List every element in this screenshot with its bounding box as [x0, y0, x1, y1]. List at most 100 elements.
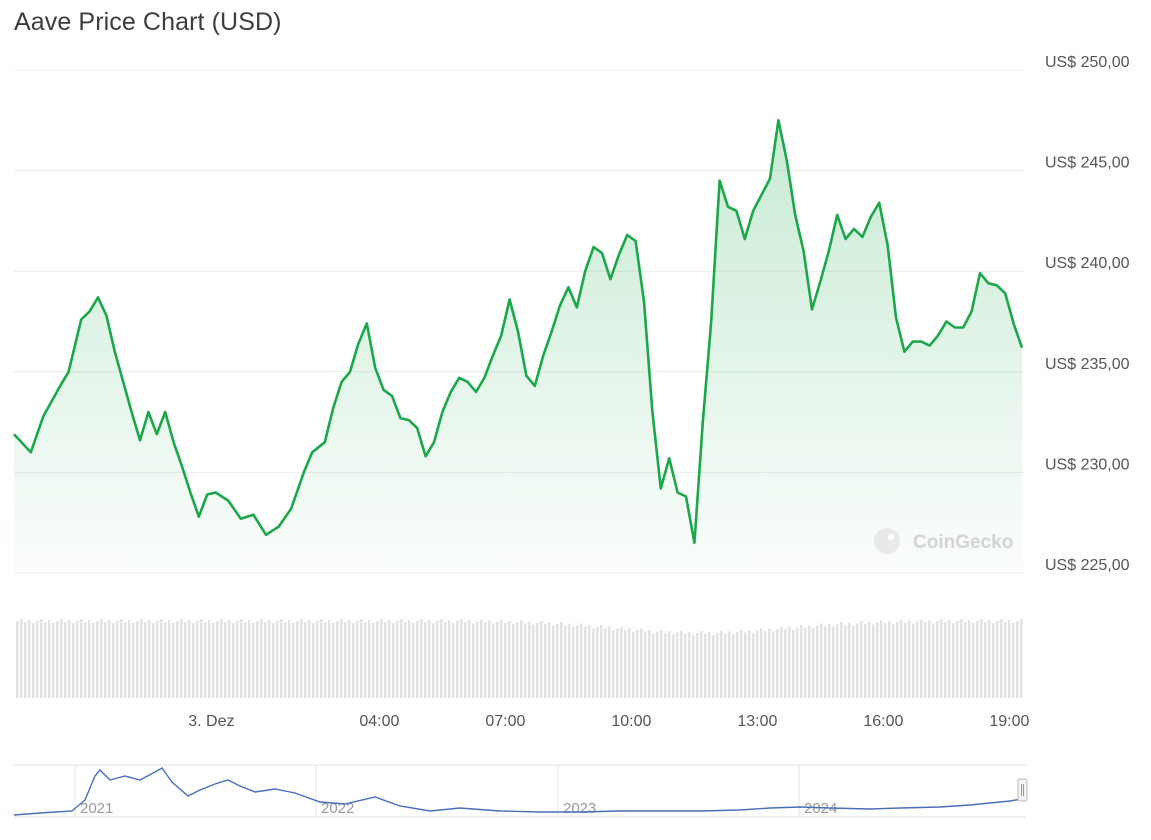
volume-bar — [908, 620, 911, 698]
volume-bar — [680, 630, 683, 698]
volume-bar — [360, 619, 363, 698]
volume-bar — [212, 623, 215, 698]
price-line[interactable] — [13, 119, 1024, 545]
volume-bar — [500, 619, 503, 698]
volume-bar — [36, 621, 39, 698]
volume-bar — [236, 621, 239, 698]
volume-bar — [532, 624, 535, 698]
volume-bar — [480, 619, 483, 698]
volume-bar — [852, 625, 855, 698]
volume-bar — [772, 631, 775, 698]
y-tick-label: US$ 245,00 — [1045, 155, 1130, 172]
volume-bar — [272, 623, 275, 698]
volume-bar — [396, 621, 399, 698]
volume-bar — [796, 627, 799, 698]
volume-bar — [264, 622, 267, 698]
volume-bar — [60, 619, 63, 698]
volume-bar — [344, 622, 347, 698]
volume-bar — [732, 634, 735, 698]
volume-bar — [364, 622, 367, 698]
volume-bar — [292, 623, 295, 698]
volume-bar — [144, 622, 147, 698]
volume-bar — [200, 619, 203, 698]
volume-bar — [584, 626, 587, 698]
volume-bar — [348, 620, 351, 698]
volume-bar — [340, 619, 343, 698]
x-tick-label: 07:00 — [485, 713, 525, 730]
volume-bar — [932, 623, 935, 698]
range-navigator[interactable]: 2021 2022 2023 2024 — [13, 764, 1028, 818]
volume-bar — [76, 621, 79, 698]
volume-bar — [664, 632, 667, 698]
volume-bar — [720, 630, 723, 698]
volume-bar — [156, 621, 159, 698]
y-tick-label: US$ 235,00 — [1045, 356, 1130, 373]
volume-bar — [304, 622, 307, 698]
volume-bar — [448, 620, 451, 698]
navigator-handle[interactable] — [1017, 778, 1028, 802]
volume-bar — [320, 619, 323, 698]
volume-bar — [440, 619, 443, 698]
volume-bar — [444, 622, 447, 698]
x-tick-label: 19:00 — [989, 713, 1029, 730]
volume-bar — [660, 629, 663, 698]
volume-bar — [808, 625, 811, 698]
x-tick-label: 04:00 — [359, 713, 399, 730]
volume-bar — [512, 624, 515, 698]
volume-bar — [756, 630, 759, 698]
volume-bar — [728, 631, 731, 698]
volume-bar — [508, 620, 511, 698]
volume-bar — [600, 625, 603, 698]
volume-bar — [164, 622, 167, 698]
volume-bar — [104, 622, 107, 698]
volume-bar — [436, 621, 439, 698]
volume-bar — [52, 623, 55, 698]
volume-bar — [220, 619, 223, 698]
volume-bar — [560, 622, 563, 698]
volume-bar — [992, 623, 995, 698]
x-tick-label: 10:00 — [611, 713, 651, 730]
volume-bar — [68, 620, 71, 698]
volume-bar — [472, 623, 475, 698]
volume-bar — [256, 621, 259, 698]
navigator-year-label: 2024 — [804, 800, 837, 817]
volume-bar — [556, 623, 559, 698]
volume-bar — [428, 620, 431, 698]
volume-bar — [980, 619, 983, 698]
volume-bar — [392, 623, 395, 698]
volume-bar — [80, 619, 83, 698]
volume-bar — [352, 623, 355, 698]
volume-bar — [56, 621, 59, 698]
volume-bar — [892, 623, 895, 698]
volume-bar — [636, 630, 639, 698]
volume-bar — [816, 625, 819, 698]
watermark-text: CoinGecko — [913, 532, 1013, 553]
volume-bar — [964, 622, 967, 698]
volume-bar — [800, 625, 803, 698]
volume-bar — [672, 634, 675, 698]
volume-bar — [700, 631, 703, 698]
volume-bar — [24, 622, 27, 698]
volume-bar — [552, 625, 555, 698]
volume-bar — [820, 623, 823, 698]
volume-bar — [384, 622, 387, 698]
volume-bar — [48, 620, 51, 698]
volume-bar — [180, 619, 183, 698]
volume-bar — [1008, 620, 1011, 698]
volume-bar — [196, 621, 199, 698]
volume-bar — [516, 622, 519, 698]
volume-bar — [644, 631, 647, 698]
volume-bar — [228, 620, 231, 698]
volume-bar — [752, 632, 755, 698]
volume-bar — [452, 623, 455, 698]
volume-bar — [996, 621, 999, 698]
volume-bar — [588, 625, 591, 698]
volume-bar — [688, 631, 691, 698]
volume-bar — [844, 624, 847, 698]
y-tick-label: US$ 250,00 — [1045, 54, 1130, 71]
volume-bar — [100, 619, 103, 698]
volume-bar — [288, 620, 291, 698]
volume-bar — [540, 621, 543, 698]
volume-bar — [376, 621, 379, 698]
